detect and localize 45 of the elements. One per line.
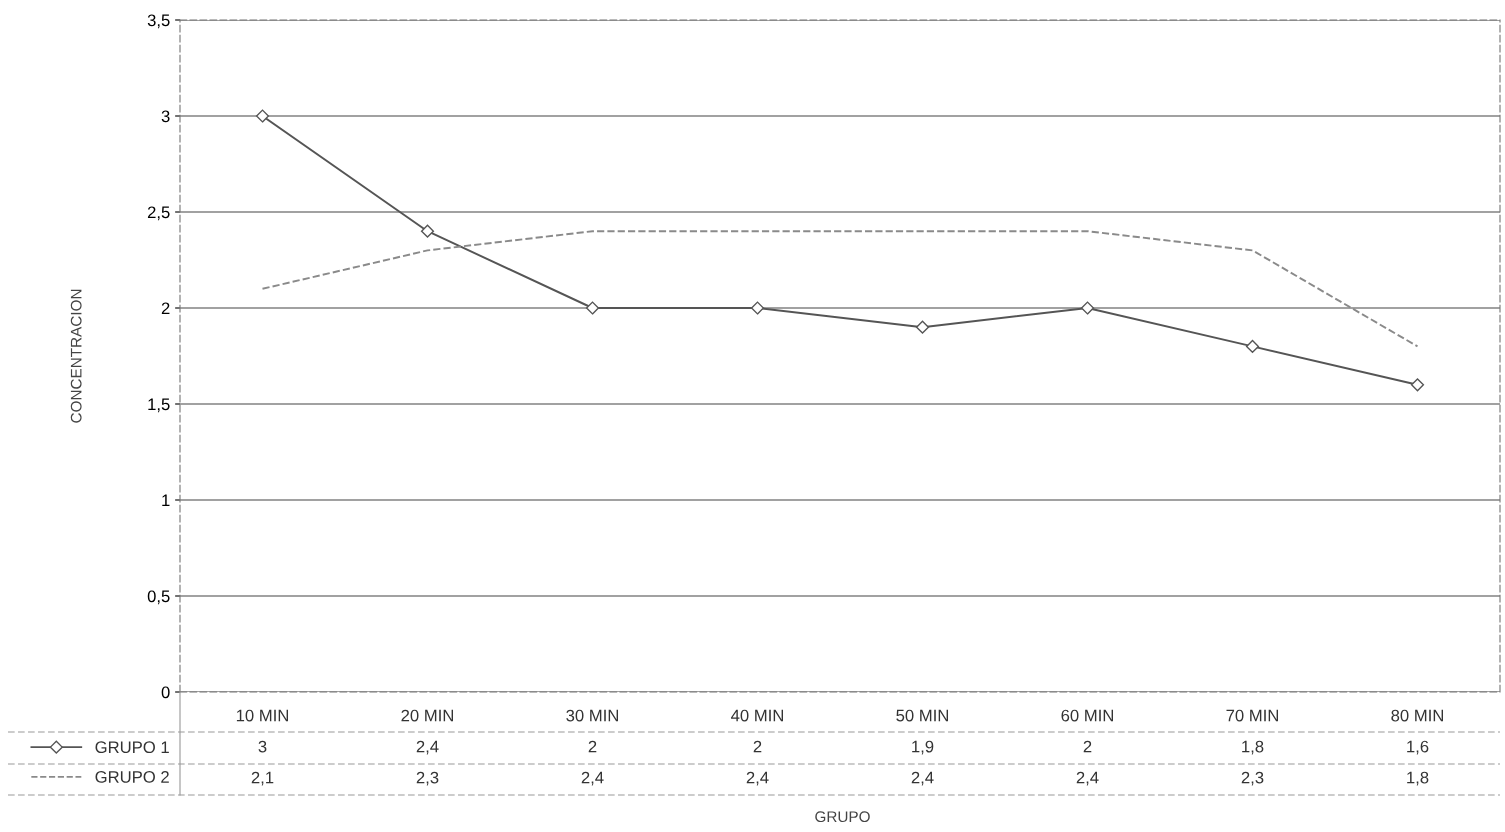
- x-tick-label: 70 MIN: [1226, 709, 1278, 722]
- point: [1245, 339, 1260, 353]
- legend-label: GRUPO 1: [95, 741, 169, 754]
- data-label: 1,8: [1242, 740, 1264, 755]
- x-tick-label: 30 MIN: [566, 709, 618, 722]
- point: [420, 224, 435, 238]
- x-tick-label: 60 MIN: [1061, 709, 1113, 722]
- y-tick-label: 1,5: [148, 398, 170, 413]
- data-label: 2: [588, 740, 597, 753]
- line-series: [261, 230, 1419, 348]
- x-tick-label: 50 MIN: [896, 709, 948, 722]
- y-tick-label: 3: [161, 110, 170, 123]
- data-label: 2: [1083, 740, 1092, 753]
- y-tick-label: 2: [161, 302, 170, 315]
- data-label: 2,4: [581, 771, 604, 786]
- data-label: 2,3: [1241, 771, 1264, 786]
- data-label: 2,4: [746, 771, 769, 786]
- data-label: 1,9: [912, 740, 934, 755]
- x-tick-label: 20 MIN: [401, 709, 453, 722]
- legend-label: GRUPO 2: [95, 771, 169, 783]
- point: [255, 109, 270, 123]
- x-tick-label: 80 MIN: [1391, 709, 1443, 722]
- x-tick-label: 40 MIN: [731, 709, 783, 722]
- point: [1080, 301, 1095, 315]
- data-label: 1,8: [1407, 771, 1429, 786]
- text: GRUPO: [815, 811, 870, 823]
- y-tick-label: 2,5: [147, 206, 170, 221]
- data-label: 2: [753, 740, 762, 753]
- point: [1410, 378, 1425, 392]
- data-label: 2,1: [251, 771, 274, 786]
- data-label: 3: [258, 740, 267, 753]
- point: [750, 301, 765, 315]
- data-label: 2,3: [416, 771, 439, 786]
- point: [585, 301, 600, 315]
- y-tick-label: 1: [162, 494, 170, 507]
- data-label: 2,4: [911, 771, 934, 786]
- data-label: 2,4: [416, 740, 439, 755]
- y-tick-label: 0,5: [147, 590, 170, 605]
- data-label: 1,6: [1407, 740, 1429, 755]
- y-axis-title: CONCENTRACION: [70, 289, 82, 423]
- point: [915, 320, 930, 334]
- y-tick-label: 3,5: [147, 14, 170, 29]
- data-label: 2,4: [1076, 771, 1099, 786]
- y-tick-label: 0: [161, 686, 170, 699]
- x-tick-label: 10 MIN: [236, 709, 288, 722]
